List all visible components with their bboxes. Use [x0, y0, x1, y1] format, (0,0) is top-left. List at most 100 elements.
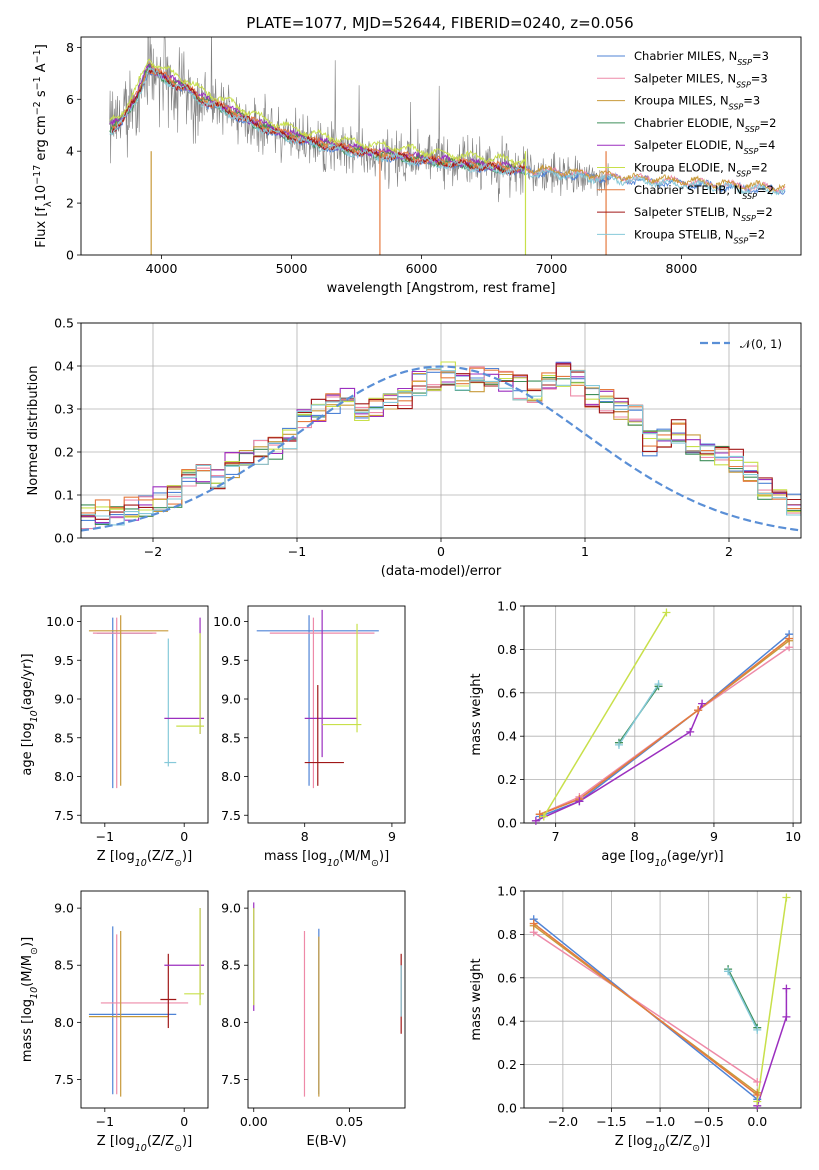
y-tick-label: 8.0 — [221, 1015, 241, 1030]
legend-label: Kroupa ELODIE, NSSP=2 — [634, 161, 768, 179]
panel-EBV_vs_mass: 0.00 0.05 7.5 8.0 8.5 9.0 E(B-V) — [221, 890, 406, 1149]
data-point — [662, 608, 671, 617]
y-axis-label: mass weight — [469, 958, 484, 1040]
y-tick-label: 0.8 — [497, 642, 517, 657]
data-point — [575, 797, 584, 806]
x-axis-label: E(B-V) — [306, 1134, 346, 1149]
errorbar — [184, 908, 205, 1006]
y-axis-label: Normed distribution — [26, 366, 41, 496]
data-point — [782, 984, 791, 993]
y-tick-label: 0 — [66, 248, 74, 263]
y-tick-label: 0.2 — [497, 772, 517, 787]
normal-curve — [81, 365, 801, 532]
data-point — [782, 1012, 791, 1021]
x-axis-label: age [log10(age/yr)] — [601, 849, 723, 869]
x-tick-label: −1.5 — [596, 1114, 626, 1129]
panel-Z_vs_mass: −1 0 7.5 8.0 8.5 9.0 Z [log10(Z/Z⊙)] mass [log1… — [20, 890, 209, 1154]
y-tick-label: 0.0 — [497, 816, 517, 831]
x-tick-label: 8 — [631, 829, 639, 844]
y-tick-label: 10.0 — [213, 614, 241, 629]
data-point — [698, 699, 707, 708]
x-tick-label: −2.0 — [548, 1114, 578, 1129]
plot-area — [535, 612, 790, 822]
errorbar — [88, 926, 177, 1095]
x-tick-label: 9 — [710, 829, 718, 844]
errorbar — [88, 930, 169, 1097]
x-tick-label: 8 — [301, 829, 309, 844]
plot-area — [88, 908, 205, 1097]
data-point — [694, 706, 703, 715]
x-tick-label: −1 — [96, 1114, 114, 1129]
y-tick-label: 1.0 — [497, 599, 517, 614]
plot-area — [109, 37, 786, 255]
x-tick-label: 2 — [725, 544, 733, 559]
plot-area — [253, 902, 402, 1097]
x-axis-label: (data-model)/error — [381, 564, 502, 579]
figure-title: PLATE=1077, MJD=52644, FIBERID=0240, z=0… — [246, 14, 633, 32]
data-point — [782, 893, 791, 902]
data-point — [753, 1097, 762, 1106]
x-tick-label: 0.00 — [240, 1114, 268, 1129]
legend-label: Salpeter ELODIE, NSSP=4 — [634, 138, 775, 156]
panel-age_vs_mass_weight: 7 8 9 10 0.0 0.2 0.4 0.6 0.8 1.0 age [log10(age/yr… — [469, 599, 802, 869]
x-tick-label: 1 — [581, 544, 589, 559]
x-tick-label: 6000 — [406, 261, 438, 276]
errorbar — [304, 609, 358, 758]
x-tick-label: 0 — [180, 1114, 188, 1129]
errorbar — [322, 623, 362, 733]
x-axis-label: wavelength [Angstrom, rest frame] — [327, 281, 556, 296]
series-kroupa-elodie — [543, 612, 668, 817]
errorbar — [160, 953, 177, 1029]
x-tick-label: 7 — [552, 829, 560, 844]
x-tick-label: 9 — [388, 829, 396, 844]
axes-frame — [80, 605, 209, 824]
series-kroupa-elodie — [756, 897, 788, 1102]
x-tick-label: 5000 — [276, 261, 308, 276]
x-tick-label: −2 — [144, 544, 162, 559]
plot-area — [88, 615, 205, 789]
y-tick-label: 9.0 — [221, 901, 241, 916]
y-tick-label: 8.5 — [54, 958, 74, 973]
y-tick-label: 2 — [66, 196, 74, 211]
y-tick-label: 0.4 — [497, 1014, 517, 1029]
y-tick-label: 0.4 — [497, 729, 517, 744]
errorbar — [100, 934, 189, 1095]
errorbar — [164, 617, 205, 734]
panel-Z_vs_mass_weight: −2.0 −1.5 −1.0 −0.5 0.0 0.0 0.2 0.4 0.6 0.8 1.0 Z [… — [469, 884, 802, 1154]
plot-area — [81, 361, 801, 532]
series-salpeter-miles — [539, 646, 790, 815]
data-point — [614, 740, 623, 749]
y-tick-label: 0.6 — [497, 685, 517, 700]
model-line-kroupa-stelib — [109, 67, 786, 196]
series-chabrier-miles — [539, 633, 790, 818]
series-salpeter-elodie — [535, 703, 703, 822]
y-tick-label: 8.5 — [221, 958, 241, 973]
legend-label: Kroupa MILES, NSSP=3 — [634, 94, 760, 112]
y-tick-label: 0.0 — [54, 531, 74, 546]
errorbar — [304, 685, 344, 786]
series-chabrier-stelib — [539, 637, 790, 816]
x-axis-label: mass [log10(M/M⊙)] — [264, 849, 389, 869]
errorbar — [256, 615, 379, 786]
legend-label: Chabrier MILES, NSSP=3 — [634, 49, 769, 67]
hist-kroupa-stelib — [81, 368, 801, 526]
series-chabrier-elodie — [727, 968, 758, 1029]
x-tick-label: 10 — [785, 829, 801, 844]
y-tick-label: 0.2 — [497, 1057, 517, 1072]
y-axis-label: Flux [fλ10−17 erg cm−2 s−1 A−1] — [32, 44, 54, 248]
panel-mass_vs_age: 8 9 7.5 8.0 8.5 9.0 9.5 10.0 mass [log10(M/M⊙)] — [213, 605, 406, 869]
hist-salpeter-stelib — [81, 363, 801, 520]
panel-Z_vs_age: −1 0 7.5 8.0 8.5 9.0 9.5 10.0 Z [log10(Z/Z⊙)] age… — [20, 605, 209, 869]
y-axis-label: mass weight — [469, 673, 484, 755]
legend-label: Chabrier ELODIE, NSSP=2 — [634, 116, 776, 133]
y-tick-label: 4 — [66, 144, 74, 159]
errorbar — [164, 638, 177, 767]
y-tick-label: 0.0 — [497, 1101, 517, 1116]
x-tick-label: 8000 — [666, 261, 698, 276]
x-tick-label: 0.05 — [336, 1114, 364, 1129]
y-axis-label: age [log10(age/yr)] — [20, 653, 40, 775]
plot-area — [256, 609, 379, 789]
panel-spectrum: 4000 5000 6000 7000 8000 0 2 4 6 8 wavelength [Ang… — [32, 36, 802, 296]
x-tick-label: −1 — [96, 829, 114, 844]
x-tick-label: −0.5 — [693, 1114, 723, 1129]
